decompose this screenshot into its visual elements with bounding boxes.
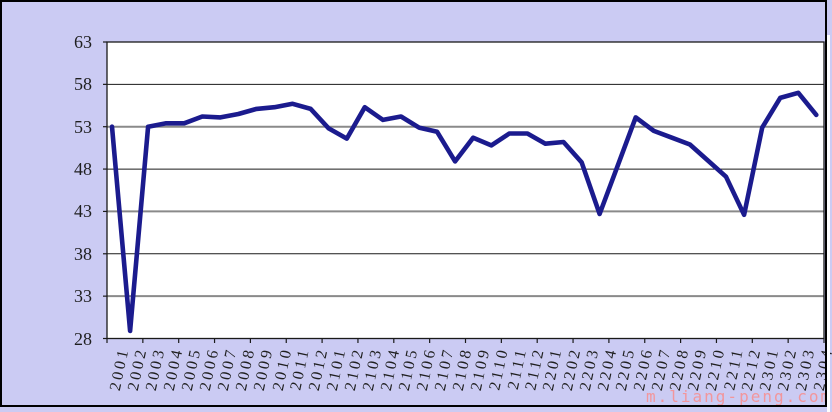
series-line <box>109 90 819 334</box>
plot-area <box>107 42 824 339</box>
y-axis-tick-label: 33 <box>74 286 92 307</box>
y-axis-tick-label: 38 <box>74 243 92 264</box>
plot-border <box>106 41 825 340</box>
y-axis-tick-label: 48 <box>74 159 92 180</box>
y-axis-tick-label: 53 <box>74 116 92 137</box>
y-axis-tick-label: 58 <box>74 74 92 95</box>
watermark: m.liang-peng.com <box>646 387 825 405</box>
page-background-strip <box>827 35 830 412</box>
y-axis-tick-label: 43 <box>74 201 92 222</box>
y-axis-tick-label: 28 <box>74 328 92 349</box>
y-axis-tick-label: 63 <box>74 32 92 52</box>
